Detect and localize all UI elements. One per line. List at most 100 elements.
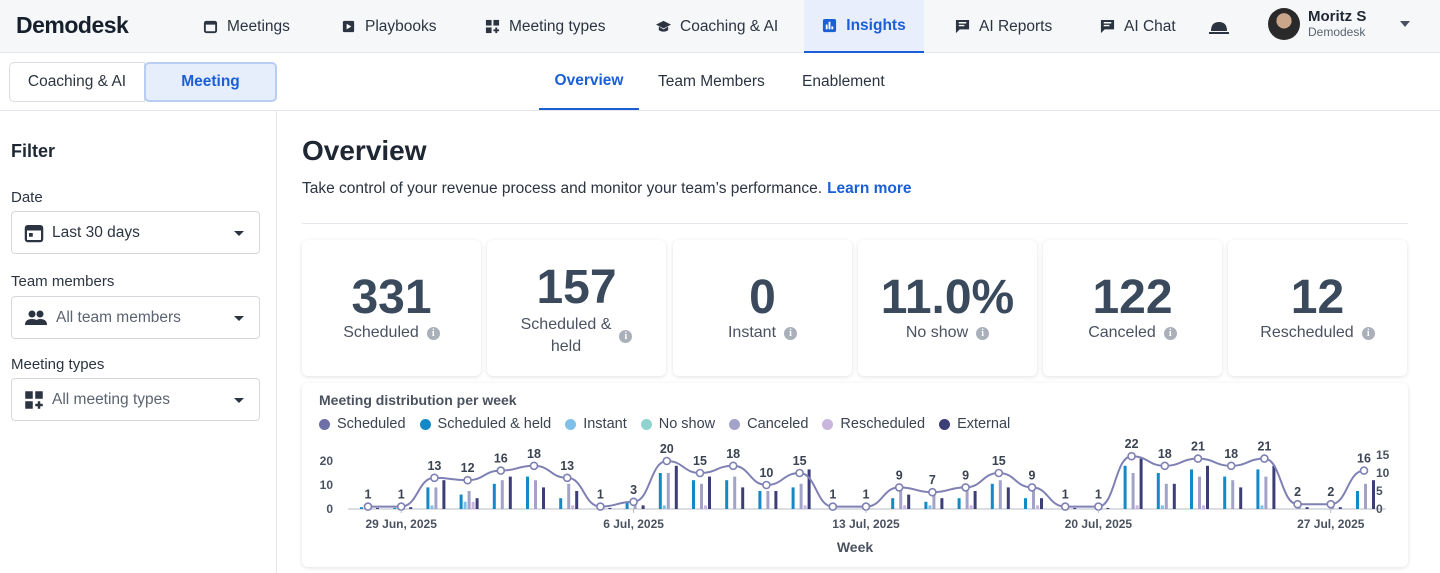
legend-item[interactable]: Scheduled xyxy=(319,416,406,432)
line-point xyxy=(1060,502,1070,511)
legend-label: Rescheduled xyxy=(840,416,926,432)
line-point xyxy=(695,468,705,478)
bar-instant xyxy=(662,505,666,509)
meeting-types-value: All meeting types xyxy=(52,390,171,408)
bar-scheduled_held xyxy=(526,476,529,509)
tab-enablement[interactable]: Enablement xyxy=(802,73,885,90)
stat-card-instant: 0 Instant i xyxy=(673,240,852,376)
info-icon[interactable]: i xyxy=(784,326,798,340)
segment-meeting[interactable]: Meeting xyxy=(144,62,277,102)
data-label: 1 xyxy=(829,488,836,502)
legend-item[interactable]: No show xyxy=(640,416,715,432)
tab-team-members[interactable]: Team Members xyxy=(658,73,765,90)
nav-insights[interactable]: Insights xyxy=(804,0,924,53)
info-icon[interactable]: i xyxy=(1163,326,1177,340)
y-tick-right: 0 xyxy=(1376,502,1383,516)
legend-item[interactable]: External xyxy=(939,416,1010,432)
notifications-button[interactable] xyxy=(1208,0,1230,53)
avatar xyxy=(1268,8,1300,40)
data-label: 10 xyxy=(759,466,773,480)
chevron-down-icon[interactable] xyxy=(1400,21,1410,27)
demodesk-logo[interactable]: Demodesk xyxy=(16,12,129,38)
bar-rescheduled xyxy=(969,505,973,509)
nav-ai-chat-label: AI Chat xyxy=(1124,17,1176,35)
data-label: 15 xyxy=(693,454,707,468)
bar-scheduled_held xyxy=(426,487,430,509)
x-tick-label: 6 Jul, 2025 xyxy=(603,517,664,531)
stat-card-scheduled: 331 Scheduled i xyxy=(302,240,481,376)
legend-label: Scheduled & held xyxy=(437,416,552,432)
info-icon[interactable]: i xyxy=(1361,326,1375,340)
stat-value: 122 xyxy=(1092,271,1173,324)
description-text: Take control of your revenue process and… xyxy=(302,180,823,197)
info-icon[interactable]: i xyxy=(426,326,440,340)
stat-label: No show xyxy=(905,324,969,341)
nav-ai-reports[interactable]: AI Reports xyxy=(955,0,1052,53)
bar-canceled xyxy=(434,487,438,509)
stat-card-canceled: 122 Canceled i xyxy=(1043,240,1222,376)
tab-overview[interactable]: Overview xyxy=(539,54,639,110)
data-label: 18 xyxy=(527,447,541,461)
bar-external xyxy=(442,480,446,509)
page-title: Overview xyxy=(302,135,427,166)
bar-canceled xyxy=(1164,483,1168,509)
data-label: 15 xyxy=(793,454,807,468)
legend-item[interactable]: Rescheduled xyxy=(822,416,925,432)
legend-label: External xyxy=(957,416,1011,432)
bar-instant xyxy=(928,505,932,509)
data-label: 21 xyxy=(1257,440,1271,454)
segment-coaching-ai[interactable]: Coaching & AI xyxy=(9,62,145,102)
y-tick-right: 5 xyxy=(1376,484,1383,498)
date-select[interactable]: Last 30 days xyxy=(11,211,260,254)
bar-external xyxy=(608,507,612,509)
data-label: 9 xyxy=(896,468,903,482)
legend-dot xyxy=(729,418,741,430)
date-value: Last 30 days xyxy=(52,223,140,241)
learn-more-link[interactable]: Learn more xyxy=(827,180,912,197)
bar-canceled xyxy=(1131,473,1135,509)
stat-card-scheduled-held: 157 Scheduled & held i xyxy=(487,240,666,376)
legend-item[interactable]: Canceled xyxy=(729,416,808,432)
nav-playbooks[interactable]: Playbooks xyxy=(341,0,437,53)
top-navigation-bar: Demodesk Meetings Playbooks Meeting type… xyxy=(0,0,1440,53)
chat-icon xyxy=(1100,19,1115,34)
nav-meetings[interactable]: Meetings xyxy=(203,0,290,53)
nav-ai-chat[interactable]: AI Chat xyxy=(1100,0,1176,53)
info-icon[interactable]: i xyxy=(619,329,633,343)
bar-external xyxy=(409,507,413,509)
data-label: 2 xyxy=(1327,485,1334,499)
line-point xyxy=(1326,499,1336,509)
legend-dot xyxy=(640,418,652,430)
nav-meeting-types[interactable]: Meeting types xyxy=(485,0,606,53)
bar-external xyxy=(807,469,811,509)
user-menu[interactable]: Moritz S Demodesk xyxy=(1268,8,1366,40)
y-tick-right: 10 xyxy=(1376,466,1390,480)
bar-instant xyxy=(430,505,434,509)
data-label: 18 xyxy=(1158,447,1172,461)
bar-rescheduled xyxy=(1135,505,1139,509)
data-label: 20 xyxy=(660,442,674,456)
meeting-types-select[interactable]: All meeting types xyxy=(11,378,260,421)
stat-value: 331 xyxy=(351,271,432,324)
legend-dot xyxy=(565,418,577,430)
bar-external xyxy=(475,498,479,509)
bar-instant xyxy=(463,501,467,509)
nav-coaching-ai[interactable]: Coaching & AI xyxy=(656,0,778,53)
bar-canceled xyxy=(467,491,471,509)
people-icon xyxy=(25,310,47,325)
line-point xyxy=(430,473,439,483)
playbook-icon xyxy=(342,20,355,33)
team-members-select[interactable]: All team members xyxy=(11,296,260,339)
user-name: Moritz S xyxy=(1308,8,1367,25)
line-point xyxy=(928,487,937,497)
data-label: 1 xyxy=(365,488,372,502)
grid-plus-icon xyxy=(25,390,43,409)
legend-item[interactable]: Scheduled & held xyxy=(419,416,552,432)
y-tick-left: 20 xyxy=(320,454,334,468)
legend-item[interactable]: Instant xyxy=(565,416,627,432)
line-point xyxy=(529,461,539,471)
sub-navigation: Coaching & AI Meeting Overview Team Memb… xyxy=(0,54,1440,111)
info-icon[interactable]: i xyxy=(976,326,990,340)
bar-scheduled_held xyxy=(360,507,363,509)
